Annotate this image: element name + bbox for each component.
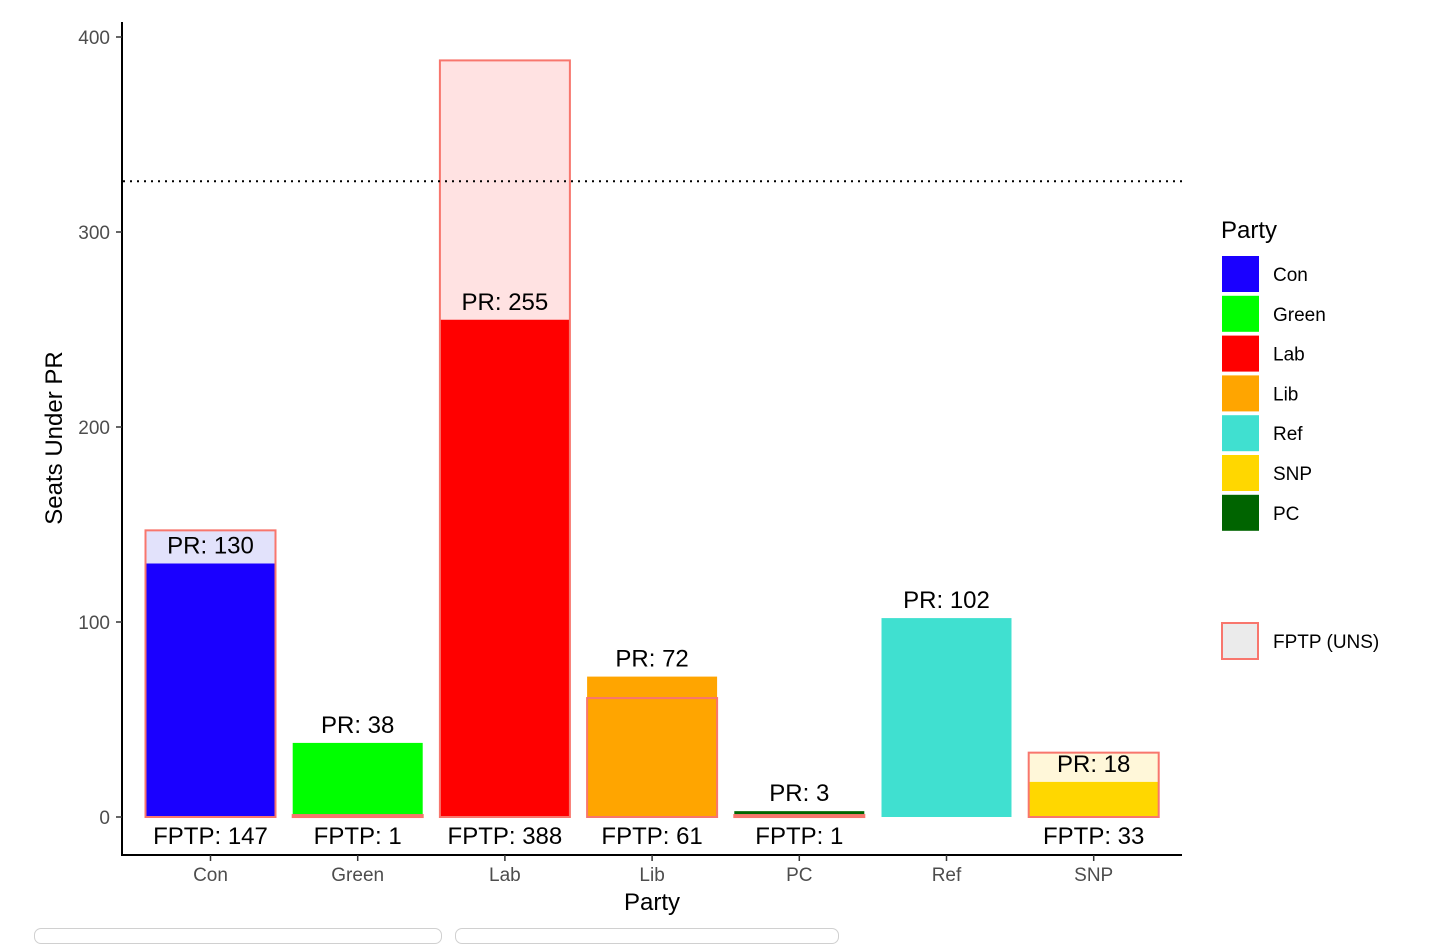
- x-tick-label: Ref: [932, 865, 962, 886]
- fptp-outline-snp: [1027, 751, 1160, 819]
- pr-label-con: PR: 130: [167, 533, 254, 560]
- x-tick-label: PC: [786, 865, 812, 886]
- y-axis-title: Seats Under PR: [41, 351, 68, 524]
- fptp-label-snp: FPTP: 33: [1043, 823, 1144, 850]
- x-tick-label: Green: [331, 865, 384, 886]
- y-tick-label: 400: [78, 28, 110, 49]
- y-ticks: 0 100 200 300 400: [78, 28, 122, 829]
- pr-label-ref: PR: 102: [903, 587, 990, 614]
- x-tick-label: Lab: [489, 865, 521, 886]
- pr-bar-ref: [881, 618, 1012, 817]
- legend-swatch-snp: [1222, 455, 1259, 491]
- y-tick-label: 300: [78, 223, 110, 244]
- pr-bar-con: [145, 563, 276, 817]
- legend-swatch-ref: [1222, 415, 1259, 452]
- x-tick-label: Con: [193, 865, 228, 886]
- pr-bar-snp: [1028, 781, 1159, 817]
- bottom-panel-tab[interactable]: [34, 928, 442, 944]
- bottom-panel-tab[interactable]: [455, 928, 839, 944]
- fptp-label-pc: FPTP: 1: [755, 823, 843, 850]
- fptp-outline-lab: [438, 59, 571, 818]
- y-tick-label: 100: [78, 613, 110, 634]
- pr-label-snp: PR: 18: [1057, 751, 1130, 778]
- legend-label-snp: SNP: [1273, 464, 1312, 485]
- fptp-outline-lib: [586, 697, 719, 818]
- x-tick-label: SNP: [1074, 865, 1113, 886]
- legend-label-pc: PC: [1273, 504, 1299, 525]
- legend-label-lib: Lib: [1273, 384, 1298, 405]
- bar-labels: PR: 130 FPTP: 147 PR: 38 FPTP: 1 PR: 255 FPTP…: [153, 289, 1144, 850]
- legend-label-con: Con: [1273, 265, 1308, 286]
- x-ticks: Con Green Lab Lib PC Ref SNP: [193, 855, 1113, 886]
- legend-title: Party: [1221, 217, 1277, 244]
- fptp-label-lib: FPTP: 61: [601, 823, 702, 850]
- legend-label-lab: Lab: [1273, 345, 1305, 366]
- legend-swatch-fptp: [1221, 622, 1259, 660]
- pr-label-lib: PR: 72: [615, 646, 688, 673]
- pr-label-pc: PR: 3: [769, 780, 829, 807]
- pr-label-green: PR: 38: [321, 712, 394, 739]
- y-tick-label: 0: [99, 808, 110, 829]
- legend: Party Con Green Lab Lib Ref SNP PC FPTP (UNS): [1221, 217, 1379, 660]
- fptp-label-green: FPTP: 1: [314, 823, 402, 850]
- x-tick-label: Lib: [639, 865, 664, 886]
- legend-swatch-pc: [1222, 494, 1259, 531]
- fptp-outline-pc: [733, 814, 866, 819]
- legend-swatch-con: [1222, 256, 1259, 292]
- y-tick-label: 200: [78, 418, 110, 439]
- pr-bar-green: [292, 742, 423, 817]
- x-axis-title: Party: [624, 889, 680, 916]
- pr-label-lab: PR: 255: [462, 289, 549, 316]
- pr-bar-lab: [439, 319, 570, 817]
- legend-fptp-entry: FPTP (UNS): [1221, 622, 1379, 660]
- fptp-outline-green: [291, 814, 424, 819]
- legend-label-fptp: FPTP (UNS): [1273, 632, 1379, 653]
- legend-items: Con Green Lab Lib Ref SNP PC: [1222, 256, 1326, 531]
- fptp-label-lab: FPTP: 388: [448, 823, 563, 850]
- legend-label-ref: Ref: [1273, 424, 1303, 445]
- legend-swatch-green: [1222, 295, 1259, 332]
- legend-swatch-lib: [1222, 375, 1259, 412]
- fptp-label-con: FPTP: 147: [153, 823, 268, 850]
- pr-bar-lib: [587, 676, 718, 817]
- fptp-outline-con: [144, 529, 277, 818]
- legend-swatch-lab: [1222, 335, 1259, 372]
- pr-bars: [144, 59, 1160, 819]
- legend-label-green: Green: [1273, 305, 1326, 326]
